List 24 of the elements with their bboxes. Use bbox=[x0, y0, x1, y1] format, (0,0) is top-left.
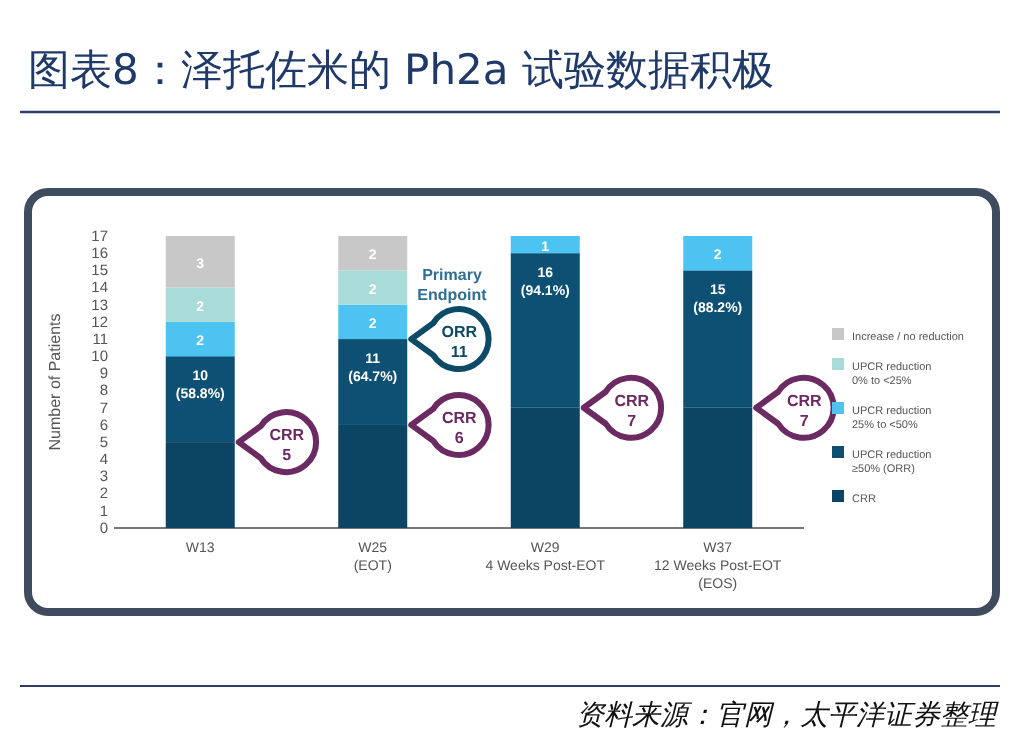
text: 资料来源：官网，太平洋证券整理 bbox=[576, 700, 1000, 732]
y-axis-title: Number of Patients bbox=[46, 313, 64, 451]
bar bbox=[165, 356, 235, 443]
annotation: CRR 5 bbox=[269, 426, 305, 465]
annotation: Primary Endpoint bbox=[417, 266, 488, 304]
chart-title: 图表8：泽托佐米的 Ph2a 试验数据积极 bbox=[28, 46, 774, 94]
annotation: CRR 7 bbox=[614, 391, 650, 430]
bar bbox=[338, 339, 408, 425]
bar bbox=[165, 287, 235, 322]
bar bbox=[683, 407, 753, 528]
bar bbox=[165, 236, 235, 288]
bar bbox=[165, 442, 235, 528]
bar bbox=[165, 321, 235, 357]
bar bbox=[683, 236, 753, 271]
bar bbox=[510, 407, 580, 528]
bar bbox=[338, 270, 408, 305]
annotation: CRR 7 bbox=[786, 391, 823, 430]
bar bbox=[510, 236, 580, 254]
annotation: CRR 6 bbox=[441, 408, 478, 447]
bar bbox=[683, 270, 753, 408]
bar bbox=[338, 424, 408, 528]
bar bbox=[338, 236, 408, 271]
bar bbox=[510, 253, 580, 408]
annotation: ORR 11 bbox=[441, 323, 478, 362]
